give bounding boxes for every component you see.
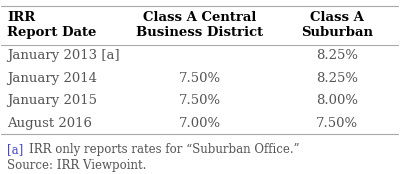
Text: Class A Central
Business District: Class A Central Business District	[136, 11, 264, 39]
Text: August 2016: August 2016	[7, 117, 92, 129]
Text: 7.00%: 7.00%	[179, 117, 221, 129]
Text: IRR
Report Date: IRR Report Date	[7, 11, 97, 39]
Text: Class A
Suburban: Class A Suburban	[301, 11, 373, 39]
Text: 7.50%: 7.50%	[316, 117, 358, 129]
Text: 8.00%: 8.00%	[316, 94, 358, 107]
Text: January 2014: January 2014	[7, 72, 97, 85]
Text: [a]: [a]	[7, 143, 24, 156]
Text: IRR only reports rates for “Suburban Office.”: IRR only reports rates for “Suburban Off…	[29, 143, 300, 156]
Text: 7.50%: 7.50%	[179, 94, 221, 107]
Text: January 2013 [a]: January 2013 [a]	[7, 49, 120, 62]
Text: 8.25%: 8.25%	[316, 72, 358, 85]
Text: 7.50%: 7.50%	[179, 72, 221, 85]
Text: 8.25%: 8.25%	[316, 49, 358, 62]
Text: Source: IRR Viewpoint.: Source: IRR Viewpoint.	[7, 159, 147, 172]
Text: January 2015: January 2015	[7, 94, 97, 107]
